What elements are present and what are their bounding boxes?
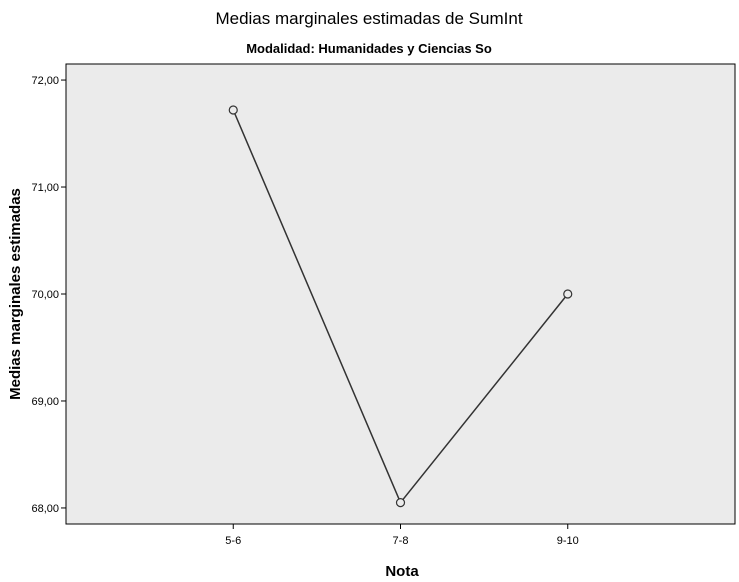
data-point [563, 289, 573, 299]
y-tick-label: 69,00 [31, 396, 59, 408]
x-tick-label: 9-10 [557, 535, 579, 547]
chart-title: Medias marginales estimadas de SumInt [215, 9, 522, 28]
series-markers [228, 105, 573, 508]
chart-subtitle: Modalidad: Humanidades y Ciencias So [246, 41, 492, 56]
y-tick-label: 68,00 [31, 503, 59, 515]
y-axis-title: Medias marginales estimadas [7, 188, 24, 400]
data-point [395, 498, 406, 508]
x-tick-label: 5-6 [225, 535, 241, 547]
data-point [228, 105, 238, 115]
y-tick-label: 70,00 [31, 289, 59, 301]
x-axis-title: Nota [385, 563, 419, 580]
x-axis: 5-6 7-8 9-10 [225, 524, 579, 547]
plot-area [65, 63, 736, 525]
y-axis: 68,00 69,00 70,00 71,00 72,00 [31, 75, 66, 515]
y-tick-label: 72,00 [31, 75, 59, 87]
x-tick-label: 7-8 [393, 535, 409, 547]
y-tick-label: 71,00 [31, 182, 59, 194]
